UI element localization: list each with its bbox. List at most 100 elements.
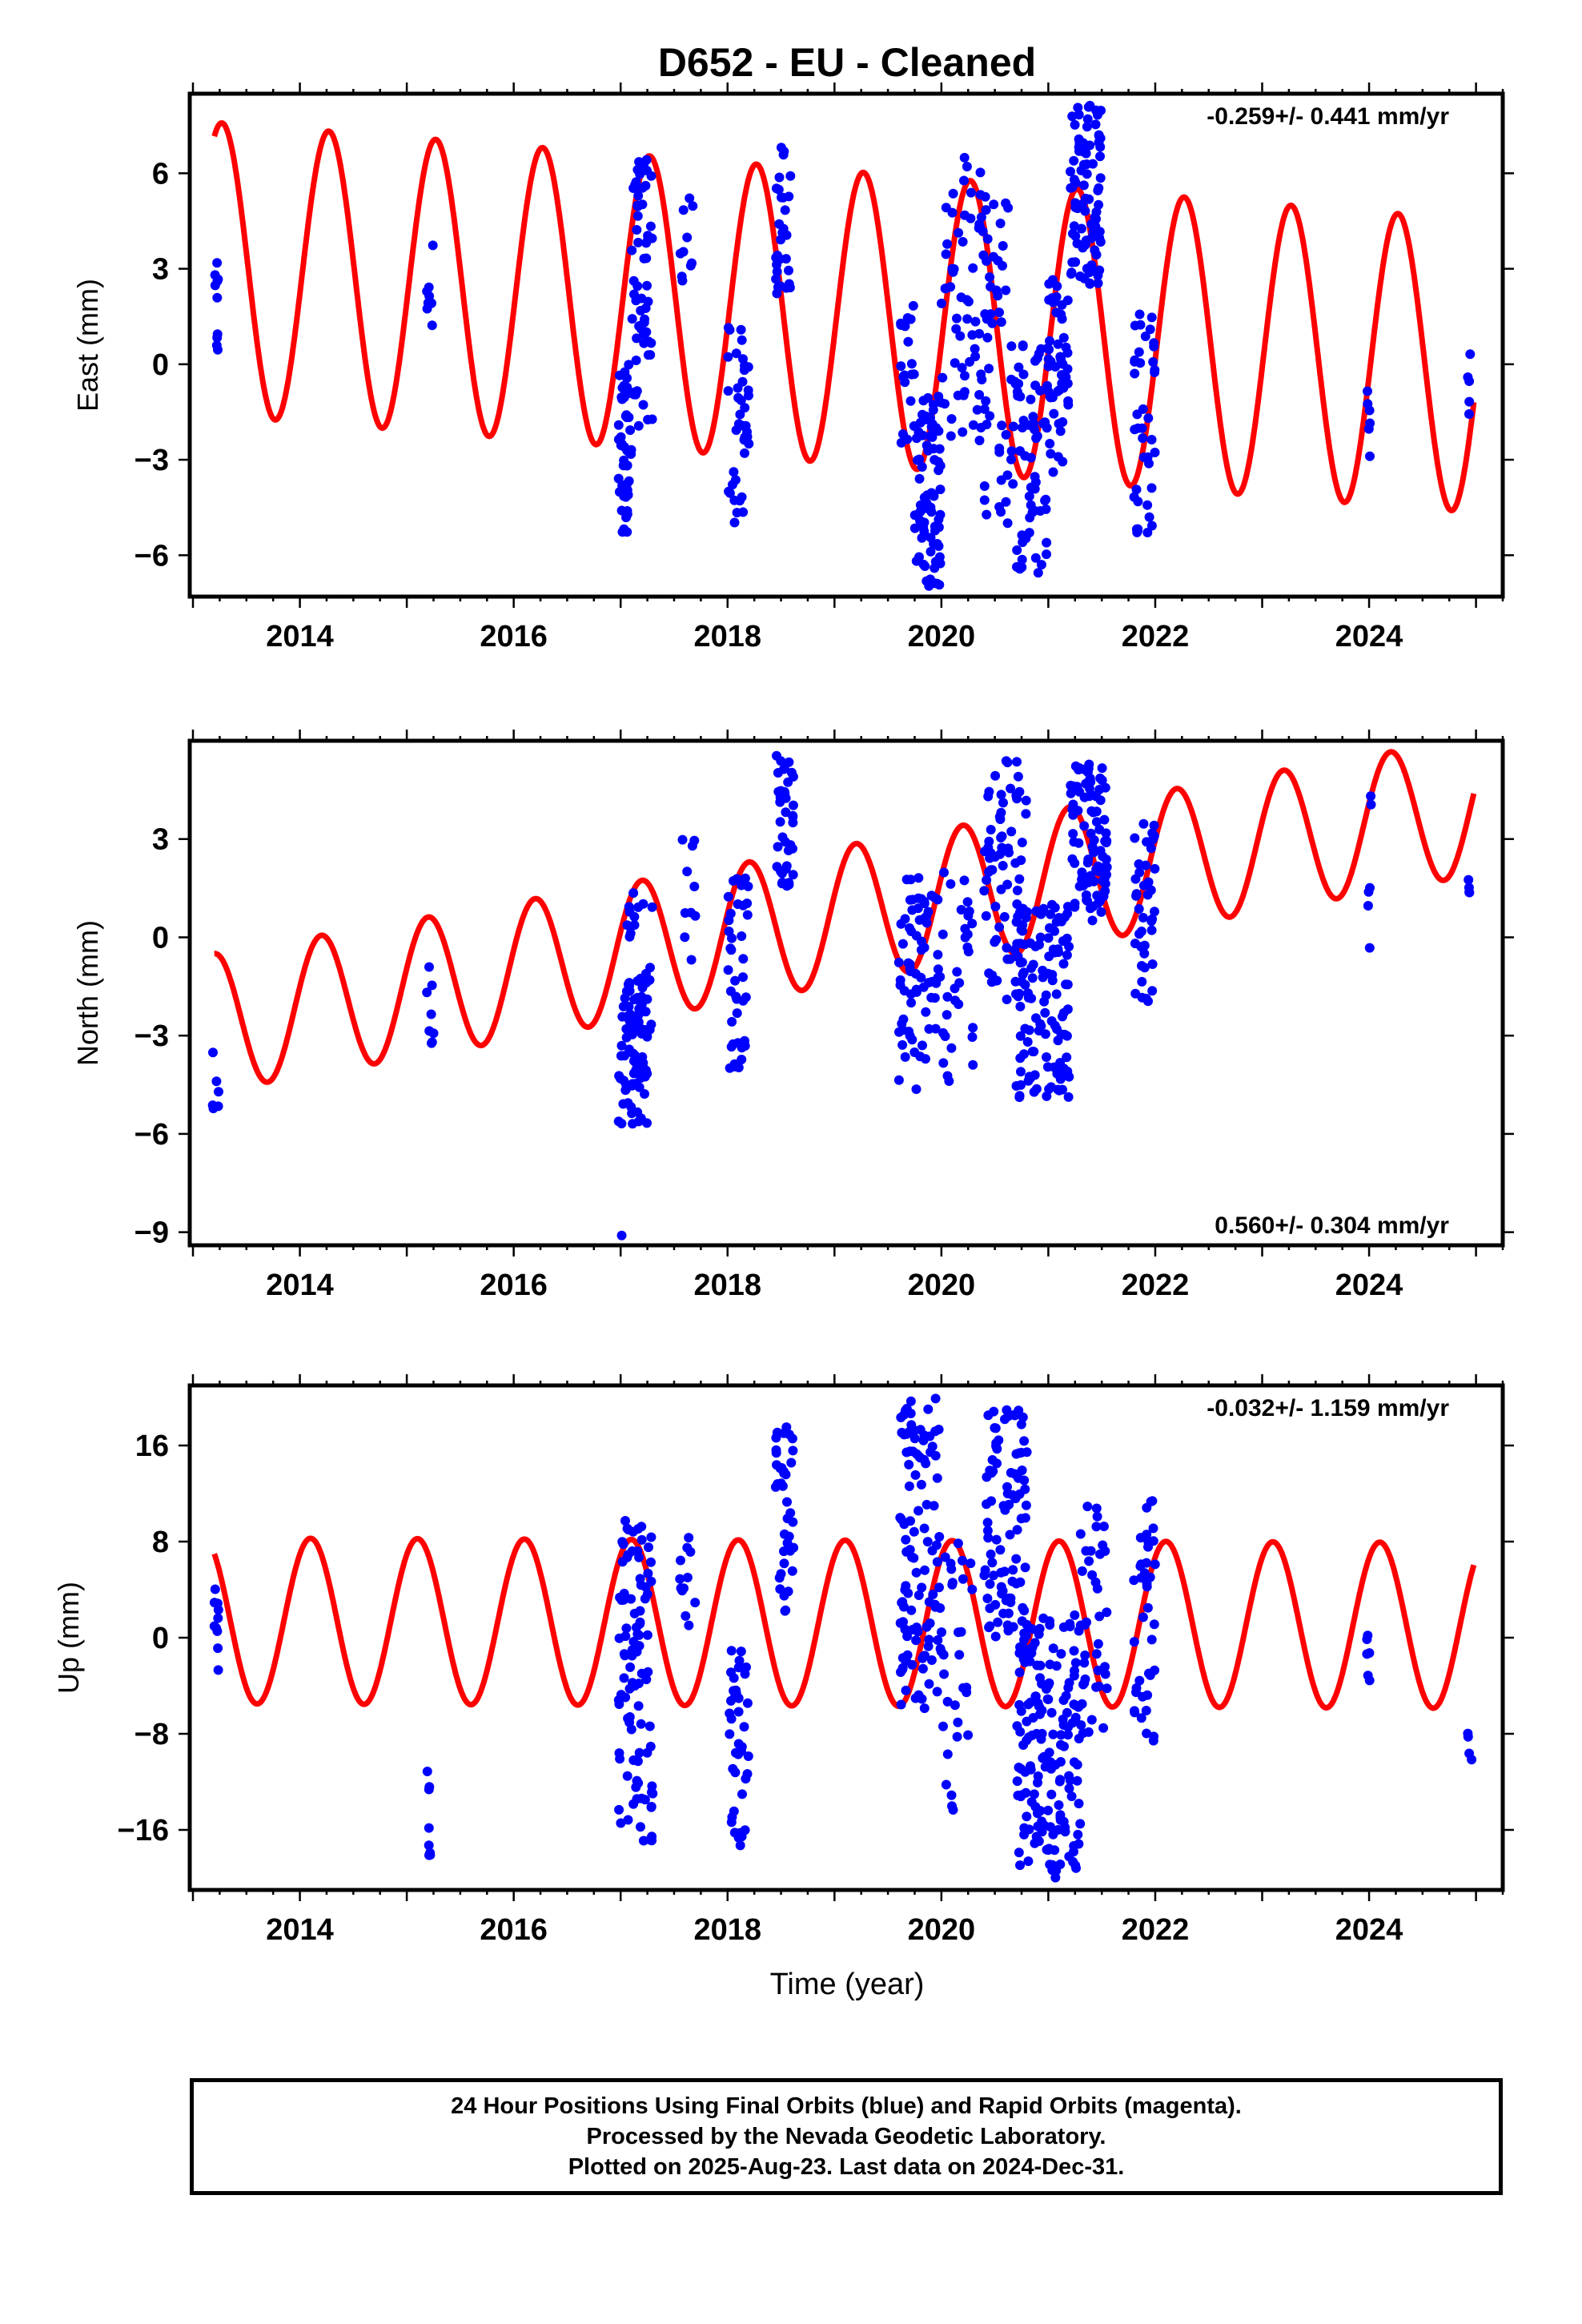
north-data-point: [640, 1072, 650, 1082]
up-data-point: [1142, 1728, 1152, 1739]
north-data-point: [737, 1055, 747, 1064]
north-data-point: [732, 1008, 742, 1019]
east-data-point: [942, 239, 953, 249]
up-data-point: [783, 1586, 793, 1597]
up-data-point: [1011, 1554, 1022, 1564]
up-data-point: [1043, 1695, 1054, 1704]
up-data-point: [733, 1707, 744, 1717]
east-data-point: [1464, 376, 1475, 386]
east-data-point: [914, 454, 925, 464]
north-data-point: [1062, 1052, 1072, 1063]
north-data-point: [926, 891, 937, 901]
up-data-point: [1362, 1649, 1372, 1659]
up-data-point: [1033, 1771, 1043, 1781]
east-data-point: [1070, 203, 1081, 212]
up-data-point: [614, 1699, 624, 1709]
east-data-point: [1135, 320, 1146, 330]
east-data-point: [967, 330, 978, 340]
up-data-point: [913, 1506, 924, 1516]
east-data-point: [1364, 405, 1375, 416]
north-data-point: [915, 1051, 926, 1062]
up-data-point: [995, 1545, 1006, 1555]
north-data-point: [996, 790, 1006, 800]
north-data-point: [950, 983, 960, 994]
north-data-point: [1082, 767, 1093, 778]
up-data-point: [910, 1693, 921, 1703]
north-data-point: [783, 846, 793, 855]
up-data-point: [642, 1630, 652, 1640]
up-data-point: [1150, 1559, 1160, 1570]
up-data-point: [1094, 1681, 1104, 1691]
east-data-point: [633, 420, 644, 431]
east-data-point: [997, 420, 1007, 431]
east-data-point: [1074, 138, 1085, 148]
east-data-point: [952, 313, 962, 324]
east-data-point: [776, 143, 786, 153]
up-data-point: [966, 1558, 976, 1569]
east-data-point: [688, 201, 698, 211]
north-data-point: [624, 978, 634, 988]
east-data-point: [937, 298, 946, 308]
north-data-point: [1130, 988, 1141, 999]
north-data-point: [999, 911, 1010, 922]
north-data-point: [933, 950, 943, 960]
up-data-point: [1142, 1602, 1153, 1613]
east-data-point: [1082, 114, 1093, 124]
up-data-point: [1056, 1730, 1066, 1740]
east-y-tick-label: 6: [152, 157, 169, 191]
east-data-point: [784, 265, 793, 275]
east-data-point: [982, 332, 993, 343]
north-data-point: [738, 972, 748, 983]
up-data-point: [625, 1662, 636, 1672]
east-data-point: [915, 516, 926, 526]
east-data-point: [996, 317, 1006, 328]
east-data-point: [986, 282, 996, 292]
north-data-point: [1089, 876, 1099, 887]
up-data-point: [897, 1598, 907, 1608]
east-data-point: [914, 473, 925, 484]
up-data-point: [1070, 1610, 1080, 1620]
east-data-point: [631, 389, 640, 400]
up-data-point: [1017, 1466, 1027, 1475]
up-data-point: [741, 1662, 751, 1672]
north-data-point: [773, 842, 783, 852]
up-data-point: [900, 1624, 910, 1634]
north-data-point: [1062, 950, 1072, 960]
north-data-point: [618, 1099, 628, 1109]
east-data-point: [970, 316, 981, 327]
east-data-point: [1034, 348, 1044, 359]
up-data-point: [901, 1685, 911, 1695]
up-data-point: [1363, 1671, 1373, 1681]
north-data-point: [897, 1019, 907, 1029]
east-data-point: [1133, 423, 1143, 433]
up-data-point: [1102, 1683, 1112, 1694]
north-data-point: [942, 991, 953, 1002]
east-data-point: [1144, 512, 1154, 522]
up-data-point: [1000, 1505, 1010, 1515]
east-data-point: [917, 462, 927, 472]
up-data-point: [924, 1679, 934, 1689]
east-data-point: [422, 304, 432, 314]
east-data-point: [1091, 207, 1102, 217]
north-model: [212, 749, 1477, 1085]
east-data-point: [1053, 452, 1063, 462]
up-y-tick-label: −8: [135, 1718, 169, 1751]
north-data-point: [640, 1089, 649, 1099]
north-data-point: [983, 791, 994, 802]
up-data-point: [1098, 1522, 1109, 1531]
east-data-point: [968, 420, 978, 430]
north-data-point: [1134, 904, 1144, 914]
up-model: [211, 1535, 1477, 1711]
east-data-point: [632, 200, 643, 211]
up-data-point: [690, 1598, 701, 1608]
up-data-point: [1135, 1533, 1146, 1543]
up-x-tick-label: 2018: [693, 1913, 761, 1947]
east-data-point: [903, 336, 913, 347]
up-data-point: [1074, 1839, 1084, 1849]
north-data-point: [1068, 781, 1078, 791]
east-data-point: [729, 495, 740, 505]
east-frame: [187, 91, 1505, 599]
east-data-point: [424, 291, 435, 301]
north-data-point: [1043, 933, 1054, 943]
north-data-point: [1006, 826, 1017, 837]
